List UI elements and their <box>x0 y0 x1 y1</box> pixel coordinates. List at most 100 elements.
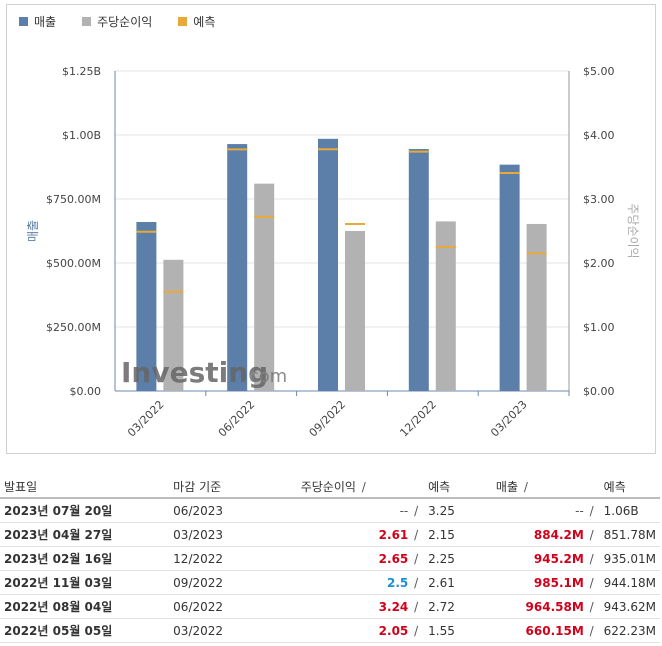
cell-eps: 2.5 / <box>296 570 425 595</box>
header-revenue[interactable]: 매출 / <box>491 475 600 499</box>
legend-item-revenue[interactable]: 매출 <box>19 13 56 30</box>
table-row: 2022년 05월 05일 03/2022 2.05 /1.55 660.15M /6… <box>0 618 660 643</box>
bar-revenue[interactable] <box>318 138 338 391</box>
cell-revenue-value: 884.2M <box>533 527 584 542</box>
cell-period: 06/2022 <box>169 594 297 619</box>
cell-period-value: 03/2022 <box>173 623 224 638</box>
bar-revenue[interactable] <box>408 149 429 391</box>
cell-date-value: 2023년 02월 16일 <box>4 552 113 566</box>
y-left-tick-label: $250.00M <box>46 321 101 334</box>
cell-revenue-forecast: 935.01M <box>599 546 660 571</box>
table-row: 2022년 08월 04일 06/2022 3.24 /2.72 964.58M /9… <box>0 594 660 619</box>
cell-eps: 2.65 / <box>296 546 425 571</box>
cell-date: 2023년 07월 20일 <box>0 498 170 523</box>
table-row: 2023년 02월 16일 12/2022 2.65 /2.25 945.2M /93… <box>0 546 660 571</box>
x-tick-label: 03/2023 <box>488 398 530 440</box>
cell-eps-forecast: 2.15 <box>424 522 492 547</box>
header-period[interactable]: 마감 기준 <box>169 475 297 499</box>
bar-eps[interactable] <box>435 221 456 391</box>
header-date[interactable]: 발표일 <box>0 475 170 499</box>
legend-swatch-forecast <box>178 17 188 26</box>
cell-revenue-forecast: 622.23M <box>599 618 660 643</box>
cell-date: 2022년 11월 03일 <box>0 570 170 595</box>
cell-date-value: 2022년 08월 04일 <box>4 600 113 614</box>
cell-eps: 3.24 / <box>296 594 425 619</box>
x-tick-label: 06/2022 <box>216 398 258 440</box>
cell-eps-forecast-value: 2.15 <box>428 527 455 542</box>
legend-label-revenue: 매출 <box>34 15 57 29</box>
cell-eps: -- / <box>296 498 425 523</box>
y-right-tick-label: $4.00 <box>583 129 615 142</box>
legend-item-eps[interactable]: 주당순이익 <box>82 13 152 30</box>
cell-date-value: 2022년 11월 03일 <box>4 576 113 590</box>
y-right-tick-label: $0.00 <box>583 385 615 398</box>
cell-date-value: 2022년 05월 05일 <box>4 624 113 638</box>
table-row: 2023년 04월 27일 03/2023 2.61 /2.15 884.2M /85… <box>0 522 660 547</box>
bar-eps[interactable] <box>526 223 547 391</box>
cell-revenue: 964.58M / <box>491 594 600 619</box>
cell-period: 06/2023 <box>169 498 297 523</box>
cell-eps-value: 2.5 <box>387 575 409 590</box>
bar-eps[interactable] <box>254 183 275 391</box>
y-left-tick-label: $1.00B <box>62 129 101 142</box>
watermark-suffix: .com <box>243 366 287 387</box>
bar-revenue[interactable] <box>499 164 520 391</box>
chart-legend: 매출 주당순이익 예측 <box>19 13 215 30</box>
cell-period: 09/2022 <box>169 570 297 595</box>
y-left-tick-label: $750.00M <box>46 193 101 206</box>
legend-swatch-eps <box>82 17 92 26</box>
cell-revenue-forecast-value: 1.06B <box>603 503 639 518</box>
cell-revenue-forecast-value: 622.23M <box>603 623 656 638</box>
cell-revenue-value: -- <box>575 503 584 518</box>
x-tick-label: 09/2022 <box>307 398 349 440</box>
cell-revenue: -- / <box>491 498 600 523</box>
table-row: 2023년 07월 20일 06/2023 -- /3.25 -- /1.06B <box>0 498 660 523</box>
y-right-tick-label: $2.00 <box>583 257 615 270</box>
cell-eps-forecast-value: 1.55 <box>428 623 455 638</box>
cell-revenue: 884.2M / <box>491 522 600 547</box>
header-revenue-label: 매출 <box>495 479 518 494</box>
y-right-tick-label: $5.00 <box>583 65 615 78</box>
header-eps-forecast[interactable]: 예측 <box>424 475 492 499</box>
x-tick-label: 12/2022 <box>397 398 439 440</box>
cell-date-value: 2023년 07월 20일 <box>4 504 113 518</box>
table-row: 2022년 11월 03일 09/2022 2.5 /2.61 985.1M /944… <box>0 570 660 595</box>
legend-label-forecast: 예측 <box>193 15 216 29</box>
legend-swatch-revenue <box>19 17 28 26</box>
cell-revenue-forecast-value: 943.62M <box>603 599 656 614</box>
cell-eps-forecast: 2.61 <box>424 570 492 595</box>
cell-revenue-value: 985.1M <box>533 575 584 590</box>
cell-eps-value: 2.05 <box>378 623 409 638</box>
bar-revenue[interactable] <box>227 144 248 391</box>
y-left-axis-title: 매출 <box>26 220 40 242</box>
cell-period: 03/2022 <box>169 618 297 643</box>
cell-period: 12/2022 <box>169 546 297 571</box>
y-right-tick-label: $3.00 <box>583 193 615 206</box>
bar-eps[interactable] <box>345 231 365 391</box>
cell-revenue-forecast: 944.18M <box>599 570 660 595</box>
bar-revenue[interactable] <box>136 222 157 391</box>
header-revenue-forecast[interactable]: 예측 <box>599 475 660 499</box>
y-right-tick-label: $1.00 <box>583 321 615 334</box>
cell-date-value: 2023년 04월 27일 <box>4 528 113 542</box>
cell-revenue: 945.2M / <box>491 546 600 571</box>
cell-eps-forecast: 2.72 <box>424 594 492 619</box>
cell-eps: 2.05 / <box>296 618 425 643</box>
header-eps-label: 주당순이익 <box>300 479 356 494</box>
table-body: 2023년 07월 20일 06/2023 -- /3.25 -- /1.06B 202… <box>0 498 660 643</box>
cell-eps-forecast-value: 3.25 <box>428 503 455 518</box>
cell-eps-forecast-value: 2.25 <box>428 551 455 566</box>
cell-eps-value: 2.65 <box>378 551 409 566</box>
cell-eps-forecast: 2.25 <box>424 546 492 571</box>
cell-revenue-forecast: 851.78M <box>599 522 660 547</box>
y-left-tick-label: $1.25B <box>62 65 101 78</box>
cell-date: 2022년 08월 04일 <box>0 594 170 619</box>
cell-period: 03/2023 <box>169 522 297 547</box>
legend-item-forecast[interactable]: 예측 <box>178 13 215 30</box>
header-eps[interactable]: 주당순이익 / <box>296 475 425 499</box>
cell-revenue-forecast-value: 935.01M <box>603 551 656 566</box>
cell-eps-forecast-value: 2.61 <box>428 575 455 590</box>
cell-eps-forecast: 3.25 <box>424 498 492 523</box>
cell-revenue-forecast: 943.62M <box>599 594 660 619</box>
cell-period-value: 03/2023 <box>173 527 224 542</box>
